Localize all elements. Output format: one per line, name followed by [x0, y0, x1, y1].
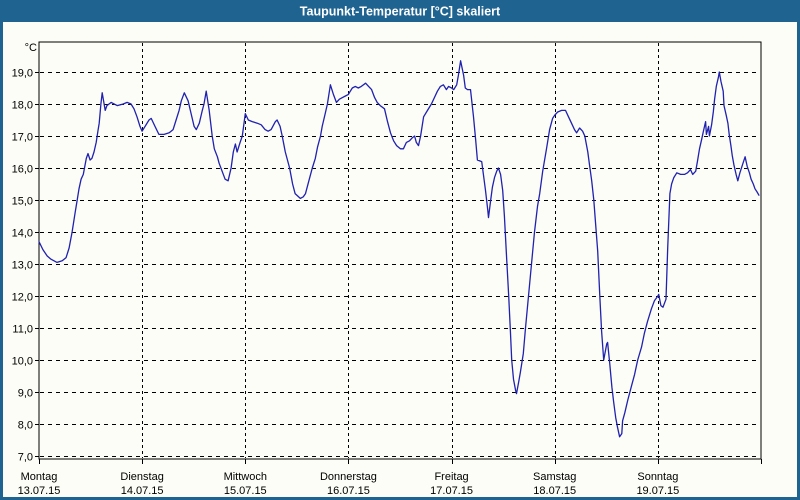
- y-tick-label: 19,0: [12, 68, 33, 80]
- y-tick-label: 15,0: [12, 196, 33, 208]
- y-tick-label: 18,0: [12, 100, 33, 112]
- x-date-label: 19.07.15: [636, 485, 679, 497]
- y-tick-label: 13,0: [12, 260, 33, 272]
- x-date-label: 18.07.15: [533, 485, 576, 497]
- y-tick-label: 14,0: [12, 228, 33, 240]
- y-axis-unit-label: °C: [25, 42, 37, 54]
- y-tick-label: 9,0: [18, 388, 33, 400]
- temperature-curve: [38, 60, 760, 438]
- grid-lines-group: [40, 72, 760, 457]
- y-tick-label: 7,0: [18, 452, 33, 464]
- y-axis-ticks-group: 19,0 18,0 17,0 16,0 15,0 14,0 13,0 12,0 11,0 10,0…: [12, 68, 39, 464]
- y-tick-label: 11,0: [12, 324, 33, 336]
- x-date-label: 15.07.15: [224, 485, 267, 497]
- temperature-curve-group: [38, 60, 760, 438]
- window-title: Taupunkt-Temperatur [°C] skaliert: [300, 5, 501, 19]
- y-tick-label: 17,0: [12, 132, 33, 144]
- x-day-label: Freitag: [434, 471, 468, 483]
- plot-border: [38, 41, 762, 460]
- x-day-label: Donnerstag: [320, 471, 377, 483]
- x-date-label: 13.07.15: [18, 485, 61, 497]
- y-tick-label: 12,0: [12, 292, 33, 304]
- x-date-label: 17.07.15: [430, 485, 473, 497]
- y-tick-label: 16,0: [12, 164, 33, 176]
- x-day-label: Dienstag: [120, 471, 163, 483]
- x-day-label: Montag: [21, 471, 58, 483]
- x-day-label: Samstag: [533, 471, 576, 483]
- x-day-label: Sonntag: [637, 471, 678, 483]
- y-tick-label: 10,0: [12, 356, 33, 368]
- title-bar: [0, 0, 800, 22]
- x-date-label: 16.07.15: [327, 485, 370, 497]
- y-tick-label: 8,0: [18, 420, 33, 432]
- x-day-label: Mittwoch: [224, 471, 267, 483]
- x-axis-ticks-group: Montag 13.07.15 Dienstag 14.07.15 Mittwoch 15…: [18, 459, 762, 497]
- x-date-label: 14.07.15: [121, 485, 164, 497]
